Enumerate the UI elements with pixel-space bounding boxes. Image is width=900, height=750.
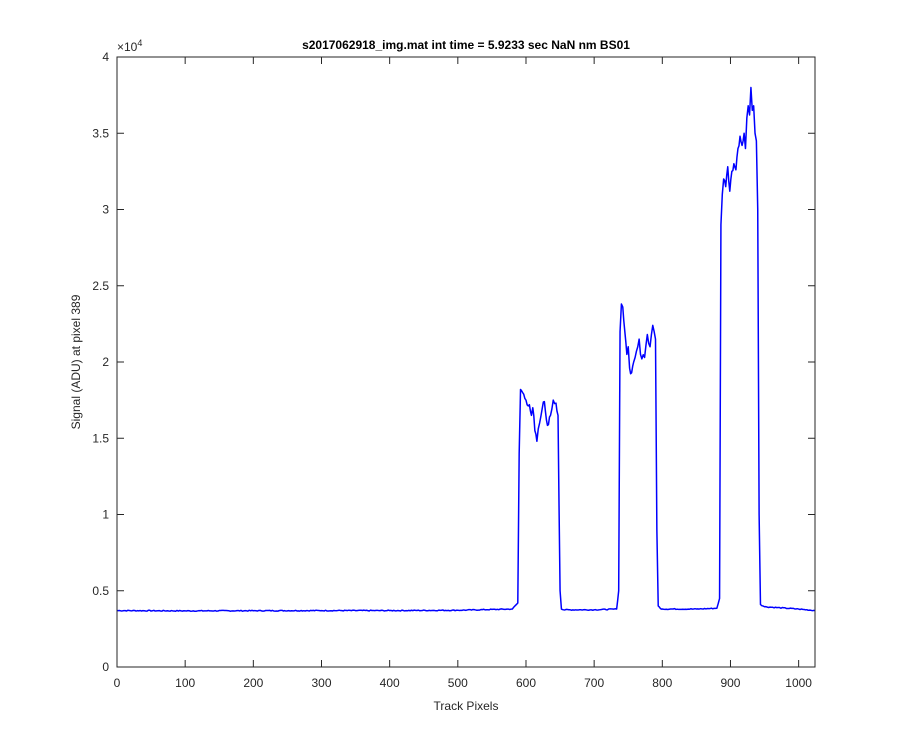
y-tick-label: 2 xyxy=(102,355,109,369)
x-tick-label: 700 xyxy=(584,676,604,690)
x-tick-label: 900 xyxy=(720,676,740,690)
y-tick-label: 3.5 xyxy=(92,126,109,140)
x-axis-ticks: 0 100 200 300 400 500 600 700 800 900 1000 xyxy=(114,57,812,690)
plot-frame xyxy=(116,56,816,668)
x-tick-label: 600 xyxy=(516,676,536,690)
y-tick-label: 1 xyxy=(102,508,109,522)
x-tick-label: 800 xyxy=(652,676,672,690)
y-axis-exponent-base: ×10 xyxy=(117,40,138,54)
y-axis-ticks: 0 0.5 1 1.5 2 2.5 3 3.5 4 xyxy=(92,50,815,674)
x-tick-label: 200 xyxy=(243,676,263,690)
x-tick-label: 1000 xyxy=(785,676,812,690)
y-tick-label: 4 xyxy=(102,50,109,64)
x-tick-label: 0 xyxy=(114,676,121,690)
y-tick-label: 0.5 xyxy=(92,584,109,598)
x-tick-label: 500 xyxy=(448,676,468,690)
y-tick-label: 1.5 xyxy=(92,431,109,445)
y-axis-exponent-power: 4 xyxy=(137,38,142,48)
y-tick-label: 0 xyxy=(102,660,109,674)
y-axis-label: Signal (ADU) at pixel 389 xyxy=(69,294,83,429)
series-line xyxy=(116,86,816,613)
x-axis-label: Track Pixels xyxy=(434,699,499,713)
x-tick-label: 300 xyxy=(311,676,331,690)
x-tick-label: 100 xyxy=(175,676,195,690)
y-tick-label: 2.5 xyxy=(92,279,109,293)
y-tick-label: 3 xyxy=(102,203,109,217)
plot-area xyxy=(117,57,815,667)
x-tick-label: 400 xyxy=(380,676,400,690)
chart-title: s2017062918_img.mat int time = 5.9233 se… xyxy=(302,38,630,52)
y-axis-exponent-label: ×104 xyxy=(117,38,142,54)
